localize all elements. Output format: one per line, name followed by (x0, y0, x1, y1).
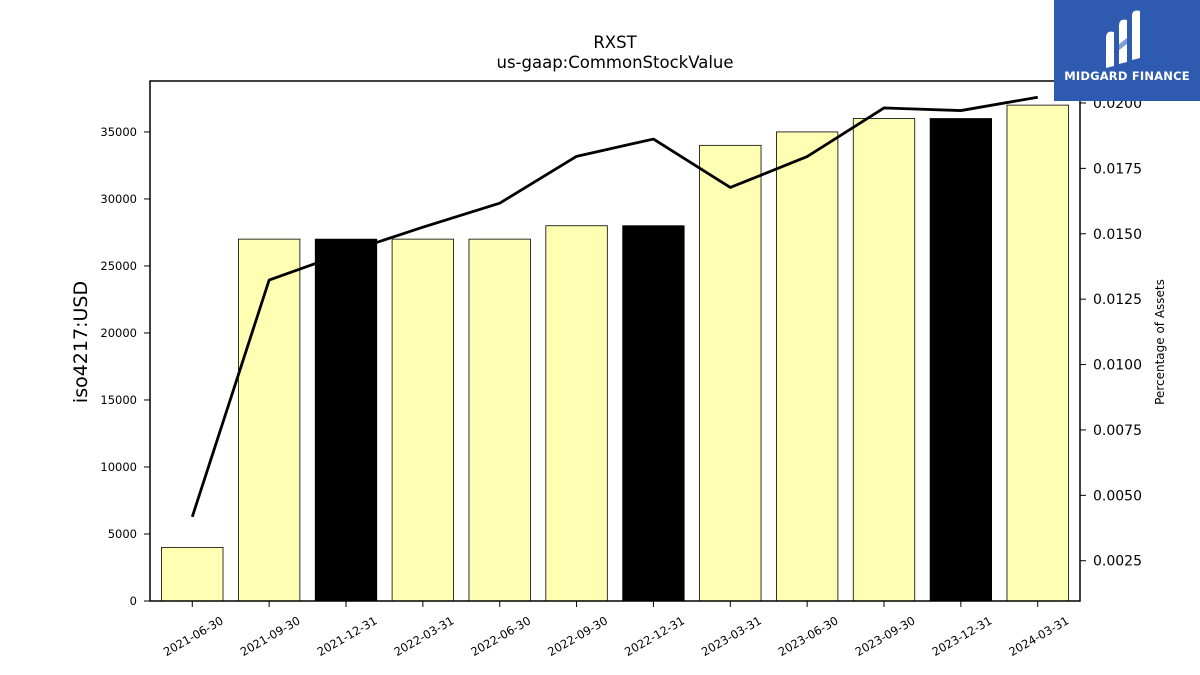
y2-tick-label: 0.0175 (1093, 161, 1142, 177)
x-tick-label: 2022-06-30 (468, 613, 533, 659)
y2-tick-label: 0.0075 (1093, 423, 1142, 439)
y2-tick-label: 0.0150 (1093, 227, 1142, 243)
y2-tick-label: 0.0050 (1093, 488, 1142, 504)
brand-logo: MIDGARD FINANCE (1054, 0, 1200, 101)
bar-2021-06-30 (161, 546, 224, 602)
x-tick-label: 2022-09-30 (545, 613, 610, 659)
bar-2023-03-31 (699, 144, 762, 602)
x-tick-label: 2023-09-30 (853, 613, 918, 659)
y-tick-label: 5000 (108, 527, 137, 541)
x-tick-label: 2021-06-30 (161, 613, 226, 659)
bar-2022-12-31 (622, 225, 685, 602)
y2-tick-label: 0.0100 (1093, 358, 1142, 374)
y-tick-label: 30000 (100, 192, 137, 206)
logo-mark-icon (1106, 10, 1140, 69)
y-tick-label: 20000 (100, 326, 137, 340)
x-tick-label: 2023-06-30 (776, 613, 841, 659)
chart-title: RXST (593, 33, 637, 52)
bar-2022-03-31 (391, 238, 454, 602)
x-tick-label: 2022-12-31 (622, 613, 687, 659)
x-tick-label: 2023-03-31 (699, 613, 764, 659)
logo-text: MIDGARD FINANCE (1064, 69, 1190, 83)
y-tick-label: 0 (130, 594, 137, 608)
y2-axis-label: Percentage of Assets (1153, 279, 1167, 405)
bar-2023-09-30 (852, 118, 916, 602)
y2-tick-label: 0.0025 (1093, 554, 1142, 570)
x-tick-label: 2022-03-31 (391, 613, 456, 659)
x-tick-label: 2021-09-30 (238, 613, 303, 659)
chart-subtitle: us-gaap:CommonStockValue (496, 53, 733, 72)
bar-2024-03-31 (1006, 104, 1069, 602)
y-tick-label: 25000 (100, 259, 137, 273)
y2-tick-label: 0.0125 (1093, 292, 1142, 308)
bar-2021-09-30 (237, 238, 301, 602)
y-axis-label: iso4217:USD (70, 281, 92, 403)
x-tick-label: 2024-03-31 (1006, 613, 1071, 659)
y-tick-label: 35000 (100, 125, 137, 139)
y-tick-label: 15000 (100, 393, 137, 407)
bar-2021-12-31 (314, 238, 378, 602)
x-tick-label: 2023-12-31 (929, 613, 994, 659)
bar-2022-06-30 (468, 238, 531, 602)
bar-2023-12-31 (929, 118, 993, 602)
y-tick-label: 10000 (100, 460, 137, 474)
bar-2023-06-30 (776, 131, 839, 602)
bar-2022-09-30 (545, 225, 608, 602)
percentage-of-assets-line (190, 95, 1038, 518)
x-tick-label: 2021-12-31 (315, 613, 380, 659)
plot-frame (149, 80, 1081, 602)
